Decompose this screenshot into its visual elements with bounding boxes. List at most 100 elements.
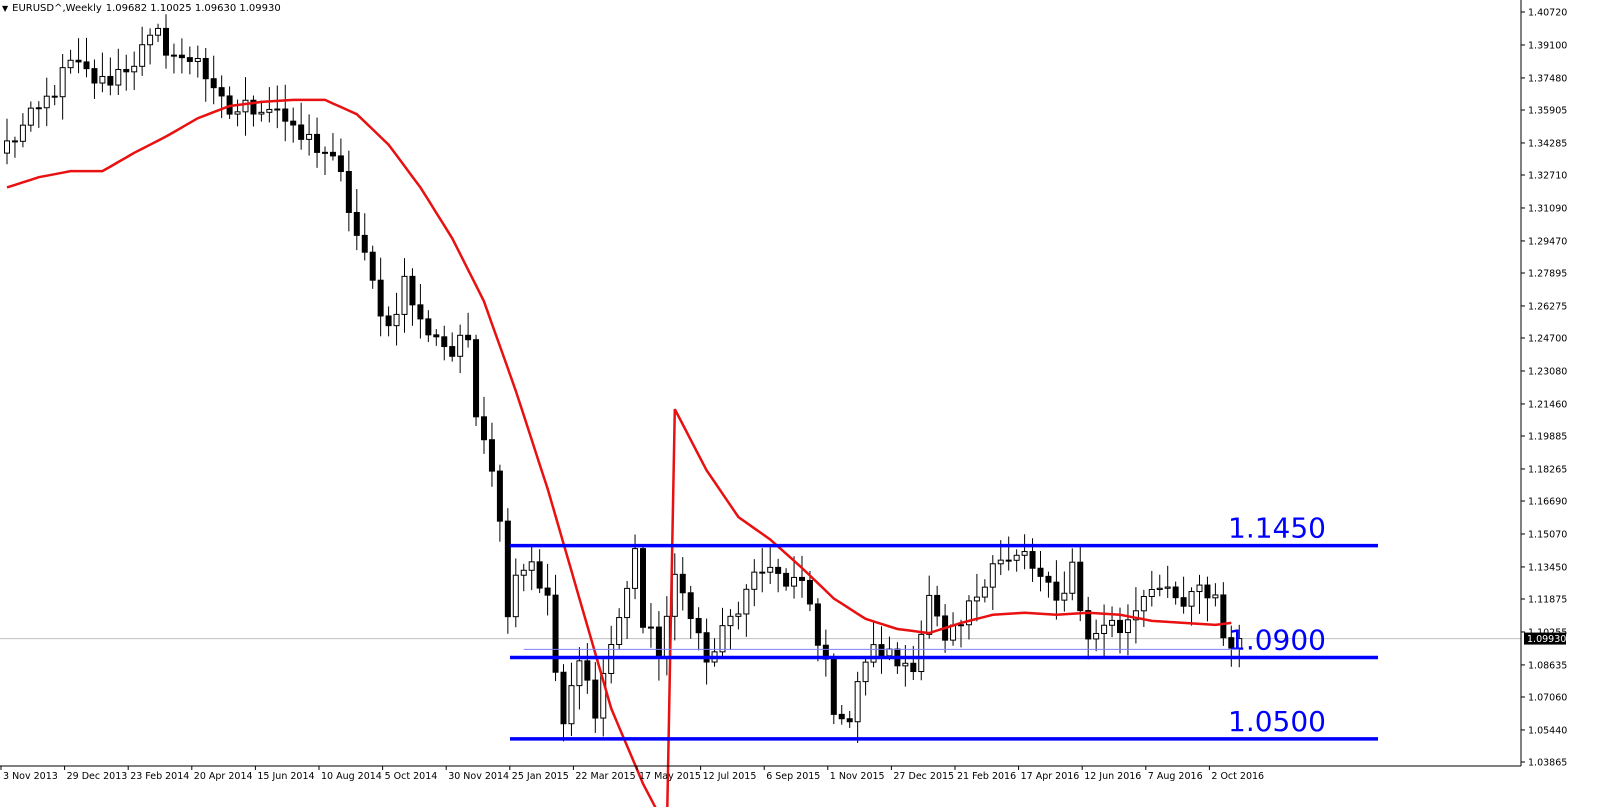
candle xyxy=(337,138,344,182)
candle-body xyxy=(830,658,837,715)
candle xyxy=(178,38,185,74)
candle-body xyxy=(186,57,193,62)
candle xyxy=(186,46,193,75)
candle-body xyxy=(806,579,813,605)
candle xyxy=(1077,547,1084,622)
moving-average-line xyxy=(6,98,1232,807)
price-tag-bg xyxy=(1524,632,1566,645)
candle xyxy=(59,54,66,120)
candle xyxy=(409,268,416,326)
candle xyxy=(282,84,289,142)
x-tick-label: 23 Feb 2014 xyxy=(130,771,189,782)
candle-body xyxy=(258,111,265,115)
price-tag-label: 1.09930 xyxy=(1527,634,1566,645)
candle xyxy=(624,581,631,639)
candle-body xyxy=(83,61,90,70)
candle-body xyxy=(838,713,845,720)
candle xyxy=(647,603,654,648)
candle xyxy=(99,52,106,93)
candle-body xyxy=(115,68,122,86)
candle-body xyxy=(1124,619,1131,634)
candle xyxy=(449,332,456,362)
x-tick-label: 27 Dec 2015 xyxy=(893,771,954,782)
candle-body xyxy=(997,559,1004,565)
candle-body xyxy=(973,596,980,602)
candle-body xyxy=(425,318,432,336)
candle-body xyxy=(457,334,464,357)
candle-body xyxy=(337,155,344,172)
candle xyxy=(1021,534,1028,570)
candle-body xyxy=(4,140,10,154)
candle xyxy=(1228,625,1235,667)
candle xyxy=(19,113,26,148)
candle xyxy=(123,54,130,91)
y-tick-label: 1.29470 xyxy=(1528,236,1567,247)
candle-body xyxy=(1005,559,1012,562)
candle xyxy=(67,49,74,74)
candle xyxy=(250,95,257,127)
candle-body xyxy=(1093,632,1100,640)
candle xyxy=(640,544,646,634)
candle xyxy=(242,77,249,136)
candle xyxy=(131,51,138,91)
candle-body xyxy=(306,133,313,140)
candle-body xyxy=(544,587,551,596)
candle xyxy=(91,59,98,99)
candle xyxy=(719,607,726,659)
candle xyxy=(441,325,448,361)
candle-body xyxy=(385,315,392,327)
candle-body xyxy=(1061,592,1068,601)
x-tick-label: 2 Oct 2016 xyxy=(1211,771,1264,782)
candle-body xyxy=(735,613,742,617)
candle xyxy=(465,312,472,348)
candle-body xyxy=(512,574,519,618)
candle xyxy=(35,101,42,128)
candle-body xyxy=(1236,638,1243,649)
candle-body xyxy=(671,573,678,617)
candle-body xyxy=(687,592,694,619)
candle-body xyxy=(282,108,289,122)
candle xyxy=(51,84,58,106)
candle-body xyxy=(528,561,535,571)
candle xyxy=(608,625,615,684)
candle-body xyxy=(449,346,456,357)
candle-body xyxy=(163,27,169,56)
candle xyxy=(155,23,162,42)
y-tick-label: 1.26275 xyxy=(1528,301,1567,312)
candle xyxy=(1124,604,1131,656)
x-tick-label: 5 Oct 2014 xyxy=(385,771,438,782)
candle-body xyxy=(1148,588,1155,598)
candle-body xyxy=(250,99,257,115)
candle-body xyxy=(139,44,146,67)
y-tick-label: 1.32710 xyxy=(1528,171,1567,182)
candle xyxy=(981,579,988,603)
current-price-tag: 1.09930 xyxy=(1524,632,1566,645)
candle xyxy=(1013,549,1020,572)
candle xyxy=(274,85,281,129)
candle xyxy=(27,101,34,132)
candle-body xyxy=(409,275,416,306)
candle-body xyxy=(242,99,249,113)
candle-body xyxy=(75,59,82,63)
candle-body xyxy=(234,111,241,115)
level-label: 1.0900 xyxy=(1228,624,1326,657)
y-tick-label: 1.23080 xyxy=(1528,366,1567,377)
candle xyxy=(592,662,599,733)
candle-body xyxy=(640,548,646,628)
candle xyxy=(83,37,90,78)
dropdown-triangle-icon[interactable]: ▼ xyxy=(2,4,9,13)
candle xyxy=(735,601,742,630)
candle xyxy=(791,556,798,599)
candle-body xyxy=(361,234,368,253)
candle xyxy=(934,585,941,627)
candle xyxy=(989,555,996,610)
candle-body xyxy=(814,603,821,646)
candle-body xyxy=(799,576,805,581)
candle xyxy=(854,671,861,743)
candle-body xyxy=(854,681,861,723)
candle xyxy=(910,645,917,681)
y-tick-label: 1.11875 xyxy=(1528,594,1567,605)
candle-body xyxy=(624,587,631,619)
